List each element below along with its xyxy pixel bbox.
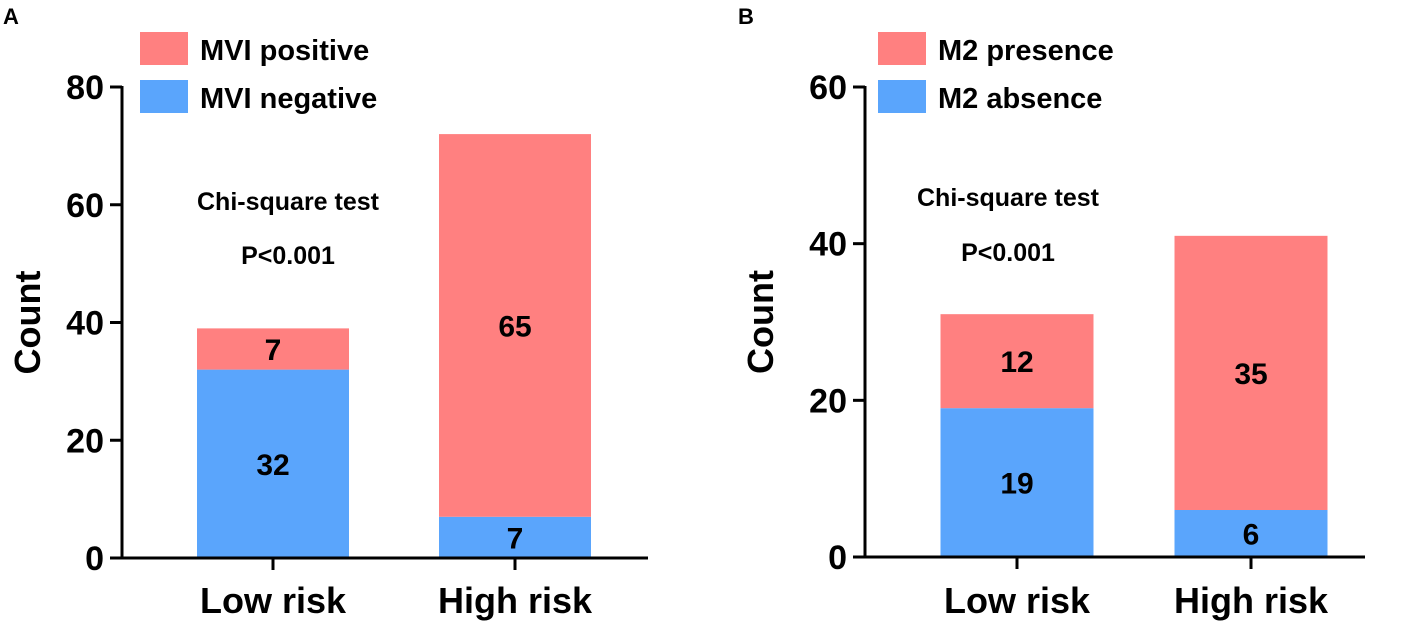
bar-high-risk-mvi-positive (439, 134, 591, 517)
annotation-text: Chi-square test (917, 184, 1100, 212)
legend-label: M2 presence (938, 35, 1114, 67)
x-category-label: High risk (438, 580, 593, 621)
bar-low-risk-m2-absence (940, 408, 1094, 557)
panel-letter: B (738, 4, 754, 29)
y-tick-label: 0 (85, 540, 104, 578)
x-category-label: High risk (1174, 580, 1329, 621)
bar-value-label: 19 (1000, 468, 1033, 501)
bar-low-risk-m2-presence (940, 314, 1094, 409)
x-category-label: Low risk (200, 580, 347, 621)
bar-high-risk-mvi-negative (439, 516, 591, 558)
bar-value-label: 65 (498, 310, 531, 343)
y-tick-label: 40 (809, 226, 847, 264)
legend-swatch (878, 80, 926, 113)
bar-high-risk-m2-absence (1174, 510, 1328, 557)
bar-low-risk-mvi-positive (197, 328, 349, 370)
bar-value-label: 35 (1234, 358, 1267, 391)
bar-high-risk-m2-presence (1174, 235, 1328, 511)
bar-value-label: 7 (265, 334, 282, 367)
legend-swatch (140, 80, 188, 113)
legend-swatch (140, 32, 188, 65)
y-axis-title: Count (740, 270, 781, 374)
panel-letter: A (3, 4, 19, 29)
y-tick-label: 80 (66, 69, 104, 107)
y-tick-label: 20 (809, 382, 847, 420)
bar-value-label: 6 (1243, 519, 1260, 552)
y-tick-label: 0 (828, 539, 847, 577)
x-category-label: Low risk (944, 580, 1091, 621)
bar-value-label: 12 (1000, 346, 1033, 379)
y-tick-label: 40 (66, 305, 104, 343)
legend-swatch (878, 32, 926, 65)
bar-value-label: 32 (256, 449, 289, 482)
legend-label: MVI negative (200, 83, 377, 115)
legend-label: M2 absence (938, 83, 1102, 115)
annotation-text: P<0.001 (241, 242, 335, 270)
y-tick-label: 60 (66, 187, 104, 225)
annotation-text: P<0.001 (961, 239, 1055, 267)
bar-low-risk-mvi-negative (197, 369, 349, 558)
y-axis-title: Count (7, 271, 48, 375)
bar-value-label: 7 (507, 522, 524, 555)
y-tick-label: 60 (809, 69, 847, 107)
panel-a: A 32 7 7 65 0 20 40 60 80 Low risk High risk Count MV… (3, 4, 648, 621)
y-tick-label: 20 (66, 422, 104, 460)
annotation-text: Chi-square test (197, 188, 380, 216)
legend-label: MVI positive (200, 35, 369, 67)
panel-b: B 19 12 6 35 0 20 40 60 Low risk High risk Count M2 … (738, 4, 1365, 621)
